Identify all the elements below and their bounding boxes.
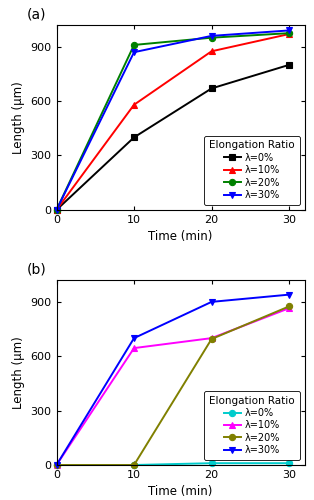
- λ=0%: [287, 62, 291, 68]
- λ=30%: [132, 335, 136, 341]
- λ=20%: [132, 462, 136, 468]
- λ=20%: [287, 30, 291, 36]
- Line: λ=20%: λ=20%: [53, 30, 292, 213]
- λ=10%: [132, 345, 136, 351]
- λ=10%: [210, 48, 214, 54]
- λ=10%: [287, 31, 291, 37]
- Legend: λ=0%, λ=10%, λ=20%, λ=30%: λ=0%, λ=10%, λ=20%, λ=30%: [204, 136, 300, 205]
- Line: λ=0%: λ=0%: [53, 62, 292, 213]
- Line: λ=10%: λ=10%: [53, 305, 292, 468]
- λ=30%: [210, 33, 214, 39]
- Y-axis label: Length (μm): Length (μm): [12, 336, 25, 409]
- λ=0%: [210, 460, 214, 466]
- Line: λ=30%: λ=30%: [53, 292, 292, 468]
- λ=30%: [210, 299, 214, 305]
- λ=10%: [210, 335, 214, 341]
- Line: λ=10%: λ=10%: [53, 31, 292, 213]
- λ=0%: [55, 462, 58, 468]
- λ=0%: [132, 462, 136, 468]
- λ=30%: [55, 207, 58, 213]
- λ=10%: [287, 305, 291, 311]
- λ=20%: [210, 336, 214, 342]
- λ=20%: [287, 304, 291, 310]
- λ=30%: [287, 28, 291, 34]
- X-axis label: Time (min): Time (min): [148, 230, 213, 243]
- λ=0%: [287, 460, 291, 466]
- Y-axis label: Length (μm): Length (μm): [12, 81, 25, 154]
- Text: (b): (b): [27, 262, 46, 276]
- λ=30%: [55, 462, 58, 468]
- λ=30%: [287, 292, 291, 298]
- λ=20%: [132, 42, 136, 48]
- Legend: λ=0%, λ=10%, λ=20%, λ=30%: λ=0%, λ=10%, λ=20%, λ=30%: [204, 390, 300, 460]
- Line: λ=20%: λ=20%: [53, 304, 292, 468]
- Line: λ=0%: λ=0%: [53, 460, 292, 468]
- λ=20%: [55, 462, 58, 468]
- λ=0%: [55, 207, 58, 213]
- λ=20%: [55, 207, 58, 213]
- λ=20%: [210, 34, 214, 40]
- λ=10%: [55, 207, 58, 213]
- λ=30%: [132, 49, 136, 55]
- X-axis label: Time (min): Time (min): [148, 486, 213, 498]
- λ=0%: [210, 86, 214, 91]
- Line: λ=30%: λ=30%: [53, 28, 292, 213]
- λ=0%: [132, 134, 136, 140]
- Text: (a): (a): [27, 8, 46, 22]
- λ=10%: [132, 102, 136, 107]
- λ=10%: [55, 462, 58, 468]
